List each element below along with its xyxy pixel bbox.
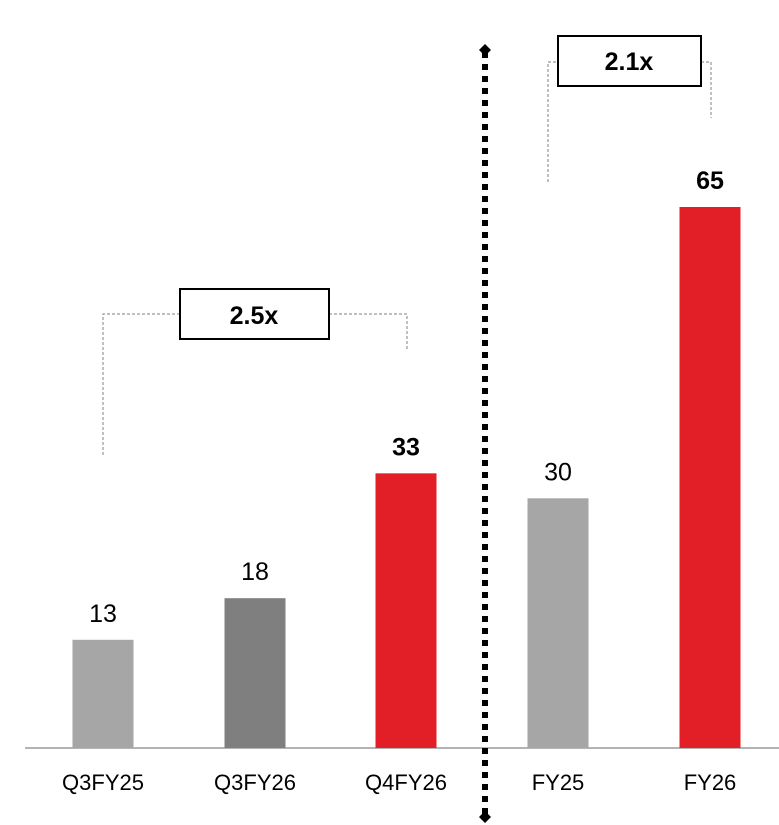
- bar-fy25: [527, 498, 589, 748]
- multiplier-box-annual: [557, 35, 702, 87]
- category-label-q4fy26: Q4FY26: [365, 770, 447, 795]
- multiplier-box-quarterly: [179, 288, 330, 340]
- bracket-annual-right: [701, 61, 712, 118]
- value-label-fy26: 65: [696, 167, 724, 195]
- multiplier-text-annual: 2.1x: [605, 48, 654, 76]
- bar-q3fy26: [224, 598, 286, 748]
- multiplier-annotation-annual: 2.1x: [547, 35, 712, 182]
- bar-q3fy25: [72, 639, 134, 748]
- category-label-q3fy25: Q3FY25: [62, 770, 144, 795]
- bar-q4fy26: [375, 473, 437, 748]
- bracket-quarterly-right: [329, 313, 408, 350]
- period-divider: [479, 44, 491, 823]
- category-label-q3fy26: Q3FY26: [214, 770, 296, 795]
- labels-group: 13 Q3FY25 18 Q3FY26 33 Q4FY26 30 FY25 65 FY26: [62, 167, 736, 795]
- multiplier-annotation-quarterly: 2.5x: [102, 288, 408, 455]
- multiplier-text-quarterly: 2.5x: [230, 302, 279, 330]
- value-label-fy25: 30: [544, 458, 572, 486]
- bracket-quarterly: [102, 313, 180, 455]
- category-label-fy26: FY26: [684, 770, 737, 795]
- bars-group: [72, 207, 741, 748]
- value-label-q3fy25: 13: [89, 600, 117, 628]
- value-label-q4fy26: 33: [392, 433, 420, 461]
- bar-fy26: [679, 207, 741, 748]
- value-label-q3fy26: 18: [241, 558, 269, 586]
- category-label-fy25: FY25: [532, 770, 585, 795]
- bracket-annual: [547, 61, 558, 182]
- divider-top-diamond: [479, 44, 491, 56]
- divider-bottom-diamond: [479, 811, 491, 823]
